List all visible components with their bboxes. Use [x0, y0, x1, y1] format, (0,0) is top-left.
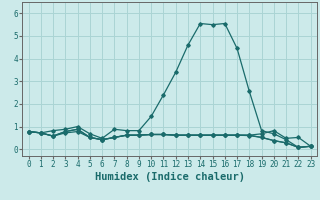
X-axis label: Humidex (Indice chaleur): Humidex (Indice chaleur): [95, 172, 244, 182]
